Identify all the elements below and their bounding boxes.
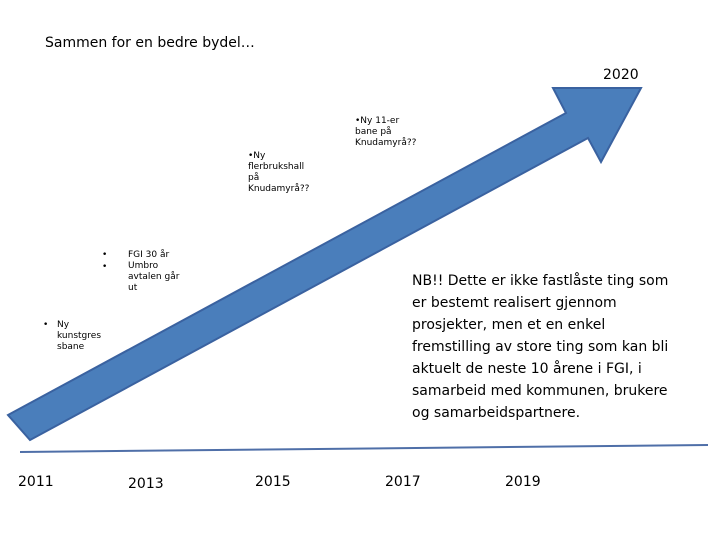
note-flerbrukshall: •Ny flerbrukshall på Knudamyrå??: [248, 151, 309, 195]
disclaimer-line: NB!! Dette er ikke fastlåste ting som: [412, 273, 669, 289]
note-line: Knudamyrå??: [355, 138, 417, 148]
year-label-2013: 2013: [128, 476, 164, 492]
disclaimer-line: og samarbeidspartnere.: [412, 405, 581, 421]
note-line: bane på: [355, 127, 392, 137]
note-line: •Ny: [248, 151, 266, 161]
note-line: Ny: [57, 320, 70, 330]
disclaimer-line: samarbeid med kommunen, brukere: [412, 383, 668, 399]
bullet: •: [102, 262, 108, 272]
timeline-baseline: [19, 444, 709, 453]
note-line: FGI 30 år: [128, 250, 170, 260]
disclaimer-line: aktuelt de neste 10 årene i FGI, i: [412, 361, 642, 377]
note-kunstgress: Ny kunstgres sbane: [57, 320, 101, 353]
year-label-2011: 2011: [18, 474, 54, 490]
disclaimer-line: prosjekter, men et en enkel: [412, 317, 606, 333]
bullet: •: [102, 250, 108, 260]
note-line: •Ny 11-er: [355, 116, 400, 126]
year-label-2015: 2015: [255, 474, 291, 490]
note-line: Umbro: [128, 261, 159, 271]
page-title: Sammen for en bedre bydel…: [45, 35, 255, 51]
note-line: Knudamyrå??: [248, 184, 310, 194]
growth-arrow: [6, 87, 643, 442]
year-label-2017: 2017: [385, 474, 421, 490]
note-line: på: [248, 173, 260, 183]
note-line: avtalen går: [128, 272, 180, 282]
disclaimer-line: er bestemt realisert gjennom: [412, 295, 617, 311]
note-line: flerbrukshall: [248, 162, 305, 172]
note-line: ut: [128, 283, 138, 293]
year-label-2019: 2019: [505, 474, 541, 490]
note-elleverbane: •Ny 11-er bane på Knudamyrå??: [355, 116, 416, 149]
note-line: sbane: [57, 342, 85, 352]
end-year-label: 2020: [603, 67, 639, 83]
disclaimer-line: fremstilling av store ting som kan bli: [412, 339, 669, 355]
disclaimer-text: NB!! Dette er ikke fastlåste ting som er…: [412, 270, 668, 424]
note-line: kunstgres: [57, 331, 102, 341]
note-fgi: FGI 30 år Umbro avtalen går ut: [128, 250, 179, 294]
bullet: •: [43, 320, 49, 330]
